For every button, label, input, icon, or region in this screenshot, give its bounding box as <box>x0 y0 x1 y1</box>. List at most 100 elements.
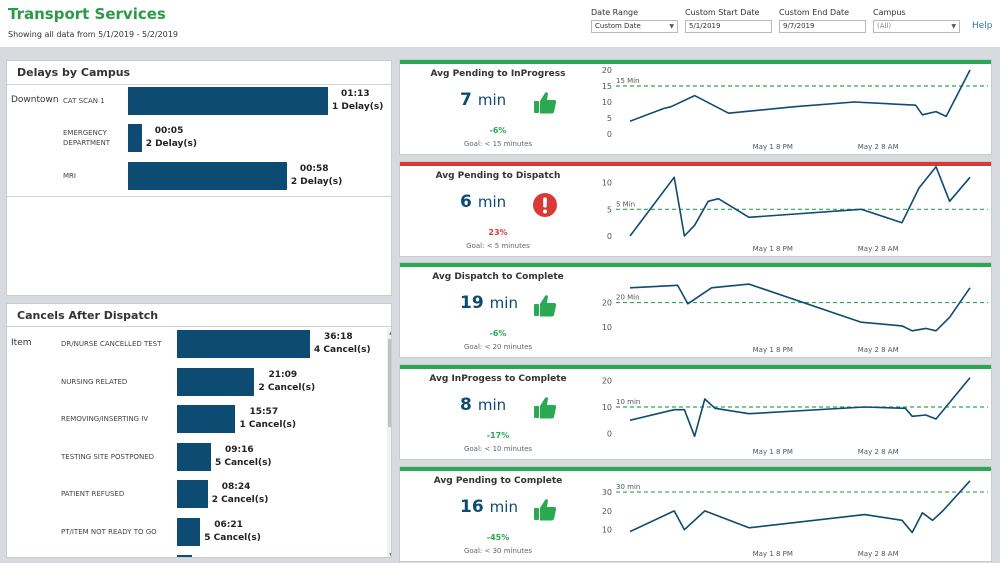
date-range-label: Date Range <box>591 8 639 17</box>
delay-category-label: EMERGENCY DEPARTMENT <box>63 128 110 148</box>
y-tick-label: 30 <box>602 488 612 497</box>
alert-bar <box>543 197 547 208</box>
alert-icon <box>532 192 558 218</box>
kpi-card[interactable]: Avg Dispatch to Complete 19 min -6% Goal: < … <box>399 262 992 358</box>
kpi-value: 8 min <box>460 395 506 415</box>
cancel-bar[interactable] <box>177 480 208 508</box>
item-dimension-label: Item <box>11 338 32 348</box>
cancel-count: 5 Cancel(s) <box>204 532 261 543</box>
y-tick-label: 20 <box>602 66 612 75</box>
kpi-trend-chart: 0 5 10 15 20 May 1 8 PM May 2 8 AM 15 Min <box>596 60 991 154</box>
cancel-duration: 36:18 <box>324 332 353 342</box>
kpi-value: 7 min <box>460 90 506 110</box>
delay-category-line: CAT SCAN 1 <box>63 97 105 105</box>
delay-count: 2 Delay(s) <box>290 177 343 187</box>
scroll-thumb[interactable] <box>388 339 391 427</box>
cancel-count: 4 Cancel(s) <box>314 345 371 355</box>
kpi-goal: Goal: < 30 minutes <box>463 547 533 555</box>
kpi-title: Avg Pending to InProgress <box>430 69 566 79</box>
y-tick-label: 10 <box>602 98 612 107</box>
kpi-number: 7 <box>460 90 472 110</box>
kpi-value: 19 min <box>460 293 518 313</box>
title-divider <box>7 326 391 327</box>
y-tick-label: 5 <box>607 205 612 214</box>
cancel-bar[interactable] <box>177 555 192 557</box>
kpi-unit: min <box>489 498 518 516</box>
cancel-bar[interactable] <box>177 405 236 433</box>
kpi-card[interactable]: Avg Pending to Dispatch 6 min 23% Goal: < 5 … <box>399 161 992 257</box>
kpi-status-strip <box>400 263 991 267</box>
delay-bar[interactable] <box>128 87 328 115</box>
scroll-up-icon[interactable]: ▲ <box>387 328 391 337</box>
cancel-count: 2 Cancel(s) <box>258 382 316 393</box>
delay-count: 1 Delay(s) <box>332 102 384 112</box>
x-tick-label: May 2 8 AM <box>858 346 899 354</box>
cancel-bar[interactable] <box>177 517 201 546</box>
kpi-value: 16 min <box>460 497 518 517</box>
x-tick-label: May 1 8 PM <box>753 448 793 456</box>
delay-duration: 00:58 <box>299 164 329 174</box>
trend-line <box>629 69 971 122</box>
cancel-category-label: REMOVING/INSERTING IV <box>61 415 149 423</box>
kpi-value: 6 min <box>460 192 506 212</box>
y-tick-label: 20 <box>602 299 612 308</box>
kpi-unit: min <box>489 294 518 312</box>
cancel-duration: 08:24 <box>221 482 251 492</box>
date-range-value: Custom Date <box>595 22 641 30</box>
start-date-filter: Custom Start Date 5/1/2019 <box>685 8 772 33</box>
kpi-card[interactable]: Avg Pending to InProgress 7 min -6% Goal: < … <box>399 59 992 155</box>
x-tick-label: May 2 8 AM <box>858 245 899 253</box>
kpi-status-strip <box>400 162 991 166</box>
delay-category-label: MRI <box>63 171 76 181</box>
x-tick-label: May 1 8 PM <box>753 550 793 558</box>
thumb-cuff <box>534 101 539 113</box>
kpi-card[interactable]: Avg InProgess to Complete 8 min -17% Goal: <… <box>399 364 992 460</box>
campus-dimension-label: Downtown <box>11 95 59 105</box>
cancel-bar[interactable] <box>177 442 211 471</box>
scroll-down-icon[interactable]: ▼ <box>387 551 391 557</box>
x-tick-label: May 2 8 AM <box>858 550 899 558</box>
date-range-subtitle: Showing all data from 5/1/2019 - 5/2/201… <box>8 30 178 39</box>
kpi-change: -17% <box>486 431 510 440</box>
cancel-bar[interactable] <box>177 367 255 396</box>
help-link[interactable]: Help <box>972 21 993 31</box>
kpi-title: Avg Pending to Complete <box>433 476 563 486</box>
y-tick-label: 5 <box>607 114 612 123</box>
thumb-hand <box>540 499 557 521</box>
cancel-duration: 09:16 <box>224 444 254 455</box>
delay-category-line: MRI <box>63 172 76 180</box>
delay-category-line: EMERGENCY <box>63 129 107 137</box>
cancel-duration: 15:57 <box>249 407 279 417</box>
thumb-cuff <box>534 304 539 316</box>
end-date-input[interactable]: 9/7/2019 <box>779 20 866 33</box>
kpi-card[interactable]: Avg Pending to Complete 16 min -45% Goal: < … <box>399 466 992 562</box>
y-tick-label: 10 <box>602 179 612 188</box>
trend-line <box>629 377 971 438</box>
cancels-after-dispatch-panel: Cancels After Dispatch Item DR/NURSE CAN… <box>6 303 392 558</box>
start-date-input[interactable]: 5/1/2019 <box>685 20 772 33</box>
thumbs-up-icon <box>532 293 558 319</box>
cancel-category-label: DR/NURSE CANCELLED TEST <box>61 340 162 348</box>
delay-bar[interactable] <box>128 162 287 190</box>
kpi-unit: min <box>477 91 507 109</box>
trend-line <box>629 480 971 534</box>
delay-bar[interactable] <box>128 124 142 152</box>
y-tick-label: 10 <box>602 323 612 332</box>
y-tick-label: 0 <box>607 430 612 439</box>
date-range-select[interactable]: Custom Date ▼ <box>591 20 678 33</box>
date-range-filter: Date Range Custom Date ▼ <box>591 8 678 33</box>
cancels-scrollbar[interactable]: ▲ ▼ <box>387 328 391 557</box>
campus-value: (All) <box>877 22 892 30</box>
cancel-bar[interactable] <box>177 330 310 358</box>
kpi-status-strip <box>400 60 991 64</box>
y-tick-label: 20 <box>602 376 612 385</box>
y-tick-label: 15 <box>602 82 612 91</box>
thumbs-up-icon <box>532 497 558 523</box>
campus-filter: Campus (All) ▼ <box>873 8 960 33</box>
campus-select[interactable]: (All) ▼ <box>873 20 960 33</box>
delay-category-label: CAT SCAN 1 <box>63 96 105 106</box>
trend-line <box>629 165 971 237</box>
cancel-duration: 06:21 <box>214 519 243 530</box>
kpi-change: -45% <box>486 533 510 542</box>
kpi-title: Avg InProgess to Complete <box>429 374 567 384</box>
